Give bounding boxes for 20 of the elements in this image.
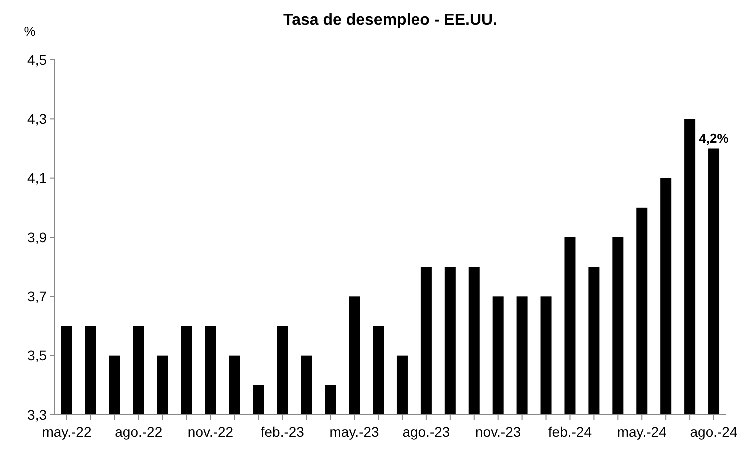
x-tick-label: may.-24 xyxy=(617,424,668,440)
x-tick-label: ago.-23 xyxy=(402,424,450,440)
x-tick-label: nov.-22 xyxy=(188,424,234,440)
y-tick-label: 4,3 xyxy=(28,111,48,128)
y-tick-label: 3,9 xyxy=(28,229,48,246)
y-tick-label: 3,5 xyxy=(28,348,48,364)
x-tick-label: feb.-23 xyxy=(260,424,305,440)
x-tick-label: nov.-23 xyxy=(476,424,522,440)
y-tick-label: 4,1 xyxy=(28,170,48,186)
x-tick-label: ago.-24 xyxy=(690,424,738,440)
x-tick-label: ago.-22 xyxy=(115,424,163,440)
y-tick-label: 3,3 xyxy=(28,406,48,423)
x-tick-label: may.-22 xyxy=(42,424,92,440)
y-tick-label: 4,5 xyxy=(28,52,48,68)
chart-title: Tasa de desempleo - EE.UU. xyxy=(284,12,498,29)
y-tick-label: 3,7 xyxy=(28,288,48,305)
y-axis-title: % xyxy=(24,24,36,39)
x-tick-label: may.-23 xyxy=(330,424,380,440)
data-label: 4,2% xyxy=(699,130,730,146)
x-tick-label: feb.-24 xyxy=(548,424,592,440)
